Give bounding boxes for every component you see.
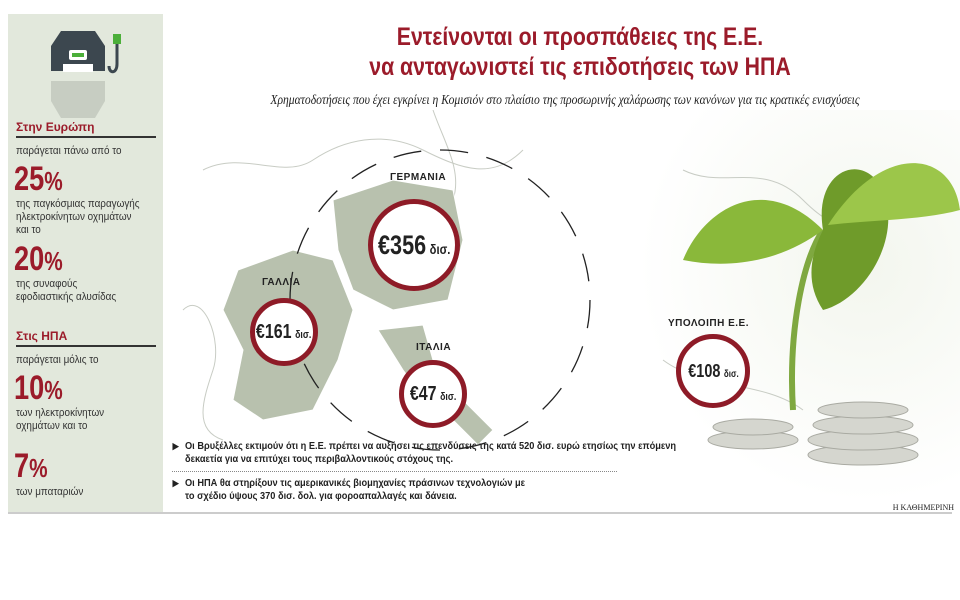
usa-intro: παράγεται μόλις το — [16, 354, 99, 366]
divider — [172, 471, 617, 472]
publisher-credit: Η ΚΑΘΗΜΕΡΙΝΗ — [892, 503, 954, 512]
europe-stat-1-text: της παγκόσμιας παραγωγής ηλεκτροκίνητων … — [16, 198, 140, 236]
label-italy: ΙΤΑΛΙΑ — [416, 342, 452, 353]
label-france: ΓΑΛΛΙΑ — [262, 277, 301, 288]
europe-stat-2-text: της συναφούς εφοδιαστικής αλυσίδας — [16, 278, 117, 303]
europe-heading: Στην Ευρώπη — [16, 120, 156, 138]
europe-intro: παράγεται πάνω από το — [16, 145, 122, 157]
usa-stat-2-text: των μπαταριών — [16, 486, 84, 498]
amount-circle-france: €161 δισ. — [250, 298, 318, 366]
usa-stat-1-text: των ηλεκτροκίνητων οχημάτων και το — [16, 407, 105, 432]
plant-icon — [683, 163, 960, 411]
amount-circle-germany: €356 δισ. — [368, 199, 460, 291]
usa-stat-1: 10% — [14, 369, 63, 407]
electric-car-icon — [51, 31, 121, 118]
page-title: Εντείνονται οι προσπάθειες της Ε.Ε. να αν… — [369, 23, 791, 81]
subtitle: Χρηματοδοτήσεις που έχει εγκρίνει η Κομι… — [270, 92, 860, 107]
europe-stat-2: 20% — [14, 240, 63, 278]
coin-stack — [707, 401, 919, 466]
amount-circle-italy: €47 δισ. — [399, 360, 467, 428]
amount-circle-rest-eu: €108 δισ. — [676, 334, 750, 408]
label-rest-eu: ΥΠΟΛΟΙΠΗ Ε.Ε. — [668, 318, 749, 329]
usa-heading: Στις ΗΠΑ — [16, 329, 156, 347]
label-germany: ΓΕΡΜΑΝΙΑ — [390, 172, 447, 183]
usa-stat-2: 7% — [14, 447, 48, 485]
note-eu-investment: Οι Βρυξέλλες εκτιμούν ότι η Ε.Ε. πρέπει … — [173, 440, 678, 466]
sidebar-panel: Στην Ευρώπη παράγεται πάνω από το 25% τη… — [8, 14, 163, 512]
note-usa-plan: Οι ΗΠΑ θα στηρίξουν τις αμερικανικές βιο… — [173, 477, 537, 503]
europe-stat-1: 25% — [14, 160, 63, 198]
bottom-rule — [8, 512, 952, 514]
